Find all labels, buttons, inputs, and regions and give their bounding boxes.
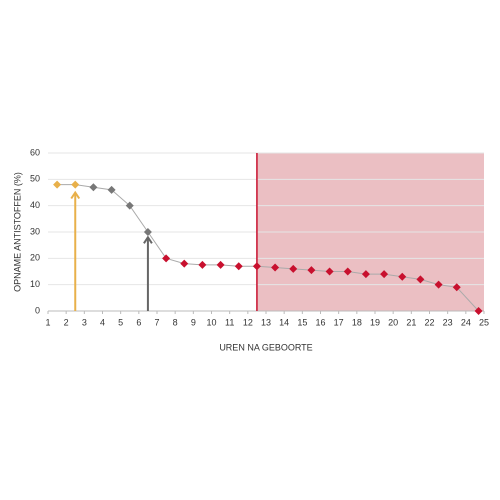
x-tick-label: 4 <box>100 317 105 327</box>
y-tick-label: 60 <box>30 147 40 157</box>
y-tick-label: 30 <box>30 226 40 236</box>
data-point <box>434 280 443 289</box>
data-point <box>452 283 461 292</box>
arrow-head <box>143 235 153 244</box>
data-point <box>398 272 407 281</box>
y-tick-label: 40 <box>30 200 40 210</box>
x-tick-label: 15 <box>297 317 307 327</box>
arrow-head <box>70 190 81 200</box>
x-tick-label: 7 <box>154 317 159 327</box>
x-tick-label: 3 <box>82 317 87 327</box>
data-point <box>107 185 116 194</box>
x-tick-label: 2 <box>64 317 69 327</box>
x-tick-label: 10 <box>206 317 216 327</box>
x-tick-label: 21 <box>406 317 416 327</box>
x-tick-label: 13 <box>261 317 271 327</box>
x-tick-label: 25 <box>479 317 489 327</box>
data-point <box>143 228 152 236</box>
x-tick-label: 6 <box>136 317 141 327</box>
y-tick-label: 50 <box>30 174 40 184</box>
data-point <box>416 275 425 284</box>
x-tick-label: 24 <box>461 317 471 327</box>
x-tick-label: 12 <box>243 317 253 327</box>
data-point <box>271 263 280 272</box>
data-point <box>53 180 62 189</box>
data-point <box>289 264 298 273</box>
y-tick-label: 10 <box>30 279 40 289</box>
data-point <box>234 262 243 271</box>
data-point <box>216 260 225 269</box>
x-tick-label: 17 <box>334 317 344 327</box>
x-tick-label: 18 <box>352 317 362 327</box>
data-point <box>71 180 80 189</box>
x-tick-label: 14 <box>279 317 289 327</box>
x-tick-label: 1 <box>45 317 50 327</box>
y-tick-label: 0 <box>35 305 40 315</box>
data-point <box>474 307 483 315</box>
x-tick-label: 5 <box>118 317 123 327</box>
y-tick-label: 20 <box>30 253 40 263</box>
y-axis-label: OPNAME ANTISTOFFEN (%) <box>12 172 22 292</box>
x-tick-label: 16 <box>315 317 325 327</box>
data-point <box>380 270 389 279</box>
data-point <box>180 259 189 268</box>
x-tick-label: 23 <box>443 317 453 327</box>
x-tick-label: 9 <box>191 317 196 327</box>
data-point <box>162 254 171 263</box>
x-tick-label: 11 <box>225 317 234 327</box>
data-point <box>307 266 316 275</box>
x-tick-label: 19 <box>370 317 380 327</box>
x-tick-label: 8 <box>173 317 178 327</box>
x-tick-label: 20 <box>388 317 398 327</box>
data-point <box>361 270 370 279</box>
data-point <box>125 201 134 210</box>
data-point <box>89 183 98 192</box>
data-point <box>198 260 207 269</box>
x-tick-label: 22 <box>424 317 434 327</box>
data-point <box>252 262 261 271</box>
x-axis-label: UREN NA GEBOORTE <box>219 342 312 352</box>
data-point <box>343 267 352 276</box>
data-point <box>325 267 334 276</box>
